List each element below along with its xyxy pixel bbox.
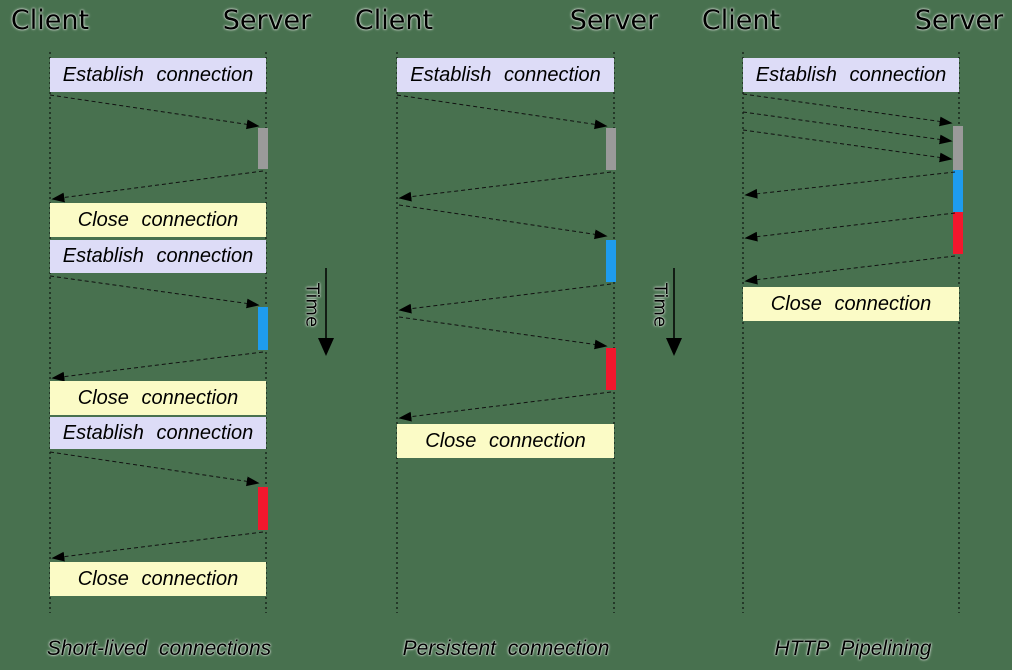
col3-response-arrow-3 [744, 255, 956, 285]
time-arrow-1-head [318, 338, 334, 356]
col1-establish-box-1: Establish connection [50, 58, 266, 92]
col3-close-box: Close connection [743, 287, 959, 321]
col3-establish-box: Establish connection [743, 58, 959, 92]
col1-request-arrow-3 [49, 451, 260, 487]
col3-server-processing-bar-red [953, 212, 963, 254]
col2-server-label: Server [569, 5, 659, 36]
col2-server-processing-bar-gray [606, 128, 616, 170]
col2-response-arrow-1 [398, 171, 612, 202]
col1-client-label: Client [10, 5, 90, 36]
col3-request-arrow-1 [742, 93, 953, 127]
time-arrow-2-head [666, 338, 682, 356]
col3-server-processing-bar-blue [953, 170, 963, 212]
time-arrow-1 [318, 268, 334, 356]
col1-close-box-3: Close connection [50, 562, 266, 596]
col2-request-arrow-3 [398, 316, 608, 350]
col3-client-label: Client [701, 5, 781, 36]
col3-server-processing-bar-gray [953, 126, 963, 170]
col3-request-arrow-2 [742, 111, 953, 145]
col2-server-processing-bar-red [606, 348, 616, 390]
col2-lifelines [396, 52, 615, 613]
col3-response-arrow-2 [744, 212, 956, 242]
col1-request-arrow-2 [49, 275, 260, 309]
time-label-2: Time [649, 282, 671, 328]
time-arrow-2 [666, 268, 682, 356]
col1-server-processing-bar-blue [258, 307, 268, 350]
col1-server-processing-bar-red [258, 487, 268, 530]
col2-close-box: Close connection [397, 424, 614, 458]
col1-close-box-2: Close connection [50, 381, 266, 415]
col1-caption: Short-lived connections [46, 637, 272, 660]
col3-response-arrow-1 [744, 171, 956, 199]
col1-establish-box-3: Establish connection [50, 417, 266, 449]
col1-lifelines [49, 52, 267, 613]
col1-server-label: Server [222, 5, 312, 36]
col3-server-label: Server [914, 5, 1004, 36]
col3-lifelines [742, 52, 960, 613]
col2-establish-box: Establish connection [397, 58, 614, 92]
col3-caption: HTTP Pipelining [774, 637, 932, 660]
col1-establish-box-2: Establish connection [50, 240, 266, 273]
col1-close-box-1: Close connection [50, 203, 266, 237]
col1-response-arrow-2 [51, 351, 264, 382]
col1-response-arrow-1 [51, 170, 264, 203]
col1-response-arrow-3 [51, 531, 264, 562]
col2-request-arrow-2 [398, 204, 608, 240]
col3-request-arrow-3 [742, 129, 953, 163]
time-label-1: Time [301, 282, 323, 328]
col2-caption: Persistent connection [402, 637, 610, 660]
col2-client-label: Client [354, 5, 434, 36]
col1-messages [49, 94, 268, 562]
col2-server-processing-bar-blue [606, 240, 616, 282]
col2-response-arrow-3 [398, 391, 612, 422]
col2-response-arrow-2 [398, 283, 612, 314]
col2-request-arrow-1 [396, 94, 608, 130]
col1-request-arrow-1 [49, 94, 260, 130]
col1-server-processing-bar-gray [258, 128, 268, 169]
col3-messages [742, 93, 963, 285]
col2-messages [396, 94, 616, 422]
